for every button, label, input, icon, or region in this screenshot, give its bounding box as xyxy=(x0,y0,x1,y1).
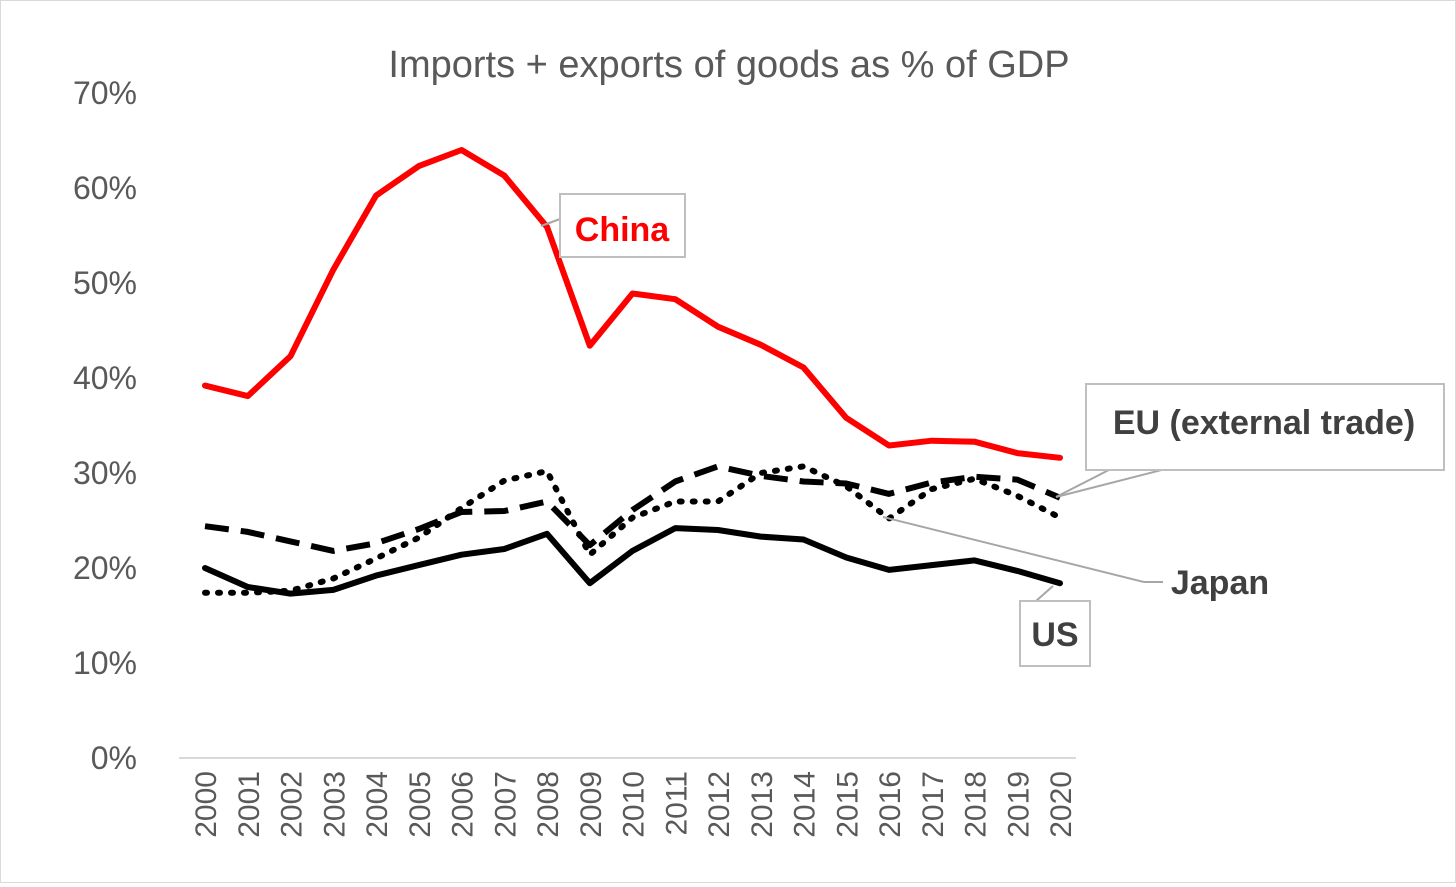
series-callouts: China EU (external trade) Japan US xyxy=(540,193,1445,667)
series-label-us: US xyxy=(1031,616,1078,654)
series-line-eu-external-trade xyxy=(204,463,1062,554)
y-tick-label: 70% xyxy=(73,75,137,111)
x-tick-label: 2009 xyxy=(575,771,608,838)
x-axis-ticks: 2000 2001 2002 2003 2004 2005 2006 2007 2008 2009… xyxy=(190,771,1078,838)
x-tick-label: 2004 xyxy=(361,771,394,838)
x-tick-label: 2003 xyxy=(318,771,351,838)
series-line-us xyxy=(202,525,1063,597)
y-tick-label: 20% xyxy=(73,550,137,586)
series-label-china: China xyxy=(575,211,671,249)
y-axis-ticks: 0% 10% 20% 30% 40% 50% 60% 70% xyxy=(73,75,137,776)
y-tick-label: 0% xyxy=(91,740,137,776)
x-tick-label: 2001 xyxy=(233,771,266,838)
x-tick-label: 2002 xyxy=(276,771,309,838)
y-tick-label: 10% xyxy=(73,645,137,681)
x-tick-label: 2020 xyxy=(1045,771,1078,838)
x-tick-label: 2017 xyxy=(917,771,950,838)
x-tick-label: 2010 xyxy=(618,771,651,838)
x-tick-label: 2012 xyxy=(703,771,736,838)
x-tick-label: 2008 xyxy=(532,771,565,838)
callout-box-us xyxy=(1019,600,1091,667)
x-tick-label: 2016 xyxy=(874,771,907,838)
x-tick-label: 2013 xyxy=(746,771,779,838)
x-tick-label: 2011 xyxy=(660,771,693,836)
callout-leader-china xyxy=(540,218,561,227)
series-lines xyxy=(202,147,1063,597)
y-tick-label: 30% xyxy=(73,455,137,491)
y-tick-label: 50% xyxy=(73,265,137,301)
series-line-china xyxy=(202,147,1063,461)
callout-box-china xyxy=(559,193,686,258)
x-tick-label: 2006 xyxy=(447,771,480,838)
callout-box-eu-external-trade xyxy=(1085,383,1445,471)
callout-leader-japan xyxy=(882,516,1145,583)
series-label-japan: Japan xyxy=(1171,564,1269,602)
series-line-japan xyxy=(202,463,1063,596)
x-tick-label: 2015 xyxy=(831,771,864,838)
x-tick-label: 2014 xyxy=(789,771,822,838)
y-tick-label: 40% xyxy=(73,360,137,396)
callout-leader-us xyxy=(1035,585,1054,602)
chart-title: Imports + exports of goods as % of GDP xyxy=(388,44,1069,86)
y-tick-label: 60% xyxy=(73,170,137,206)
x-tick-label: 2007 xyxy=(489,771,522,838)
series-label-eu-external-trade: EU (external trade) xyxy=(1113,404,1415,442)
x-tick-label: 2000 xyxy=(190,771,223,838)
x-tick-label: 2005 xyxy=(404,771,437,838)
x-tick-label: 2018 xyxy=(960,771,993,838)
x-tick-label: 2019 xyxy=(1002,771,1035,838)
